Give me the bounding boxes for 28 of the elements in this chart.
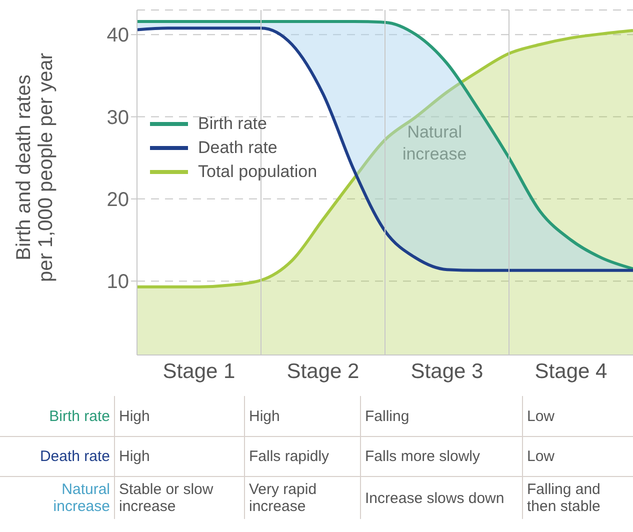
text: Death rate [0,436,114,476]
text: High [114,396,244,436]
y-tick-label: 40 [106,24,129,47]
x-tick-label: Stage 2 [286,360,360,383]
text: Birth rate [48,406,111,426]
x-tick-label: Stage 3 [410,360,484,383]
text: High [114,436,244,476]
text: Falling and then stable [522,476,633,519]
text: Increase slows down [360,476,522,519]
y-tick-label: 30 [106,106,129,129]
text: Falls more slowly [360,436,522,476]
x-tick-label: Stage 4 [534,360,608,383]
text: Falling [360,396,522,436]
legend-label: Birth rate [198,114,267,134]
y-axis-title: Birth and death rates per 1,000 people per year [13,52,57,282]
text: High [244,396,360,436]
text: Low [522,436,633,476]
legend-label: Death rate [198,138,278,158]
text: Very rapid increase [244,476,360,519]
y-tick-label: 20 [106,189,129,212]
y-tick-label: 10 [106,271,129,294]
x-tick-label: Stage 1 [162,360,236,383]
text: Natural increase [0,476,114,519]
text: Falls rapidly [244,436,360,476]
text: Stable or slow increase [114,476,244,519]
text: Low [522,396,633,436]
annotation: Natural increase [402,122,467,164]
legend-label: Total population [198,162,318,182]
